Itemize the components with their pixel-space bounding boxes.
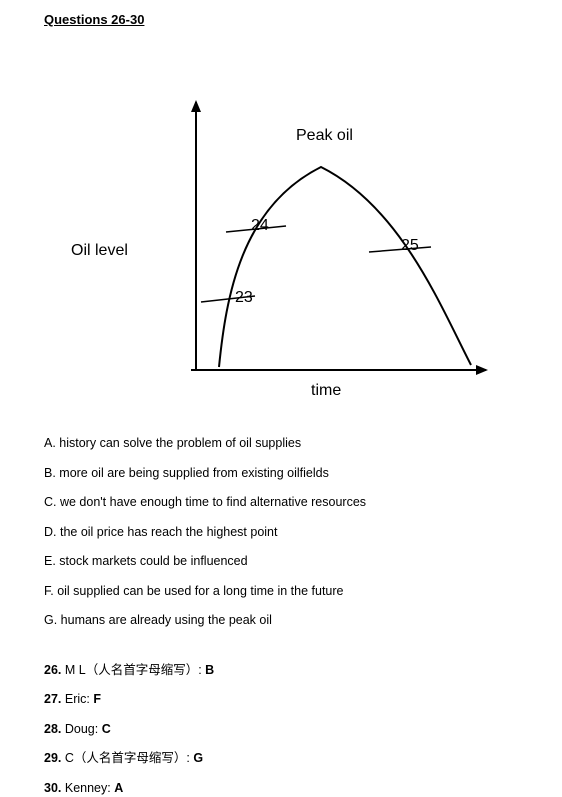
- option-c: C. we don't have enough time to find alt…: [44, 494, 518, 512]
- annotation-25: 25: [401, 237, 419, 255]
- answer-name: M L（人名首字母缩写）:: [61, 663, 205, 677]
- answer-26: 26. M L（人名首字母缩写）: B: [44, 662, 518, 680]
- chart-svg: [71, 87, 491, 407]
- answer-name: Doug:: [61, 722, 101, 736]
- answer-letter: A: [114, 781, 123, 795]
- answer-28: 28. Doug: C: [44, 721, 518, 739]
- option-g: G. humans are already using the peak oil: [44, 612, 518, 630]
- answer-num: 26.: [44, 663, 61, 677]
- answer-27: 27. Eric: F: [44, 691, 518, 709]
- answer-29: 29. C（人名首字母缩写）: G: [44, 750, 518, 768]
- answer-name: C（人名首字母缩写）:: [61, 751, 193, 765]
- answer-num: 30.: [44, 781, 61, 795]
- answer-letter: B: [205, 663, 214, 677]
- answer-letter: G: [193, 751, 203, 765]
- answer-num: 29.: [44, 751, 61, 765]
- y-axis-label: Oil level: [71, 242, 128, 260]
- answer-letter: C: [102, 722, 111, 736]
- option-b: B. more oil are being supplied from exis…: [44, 465, 518, 483]
- answer-name: Eric:: [61, 692, 93, 706]
- answer-letter: F: [93, 692, 101, 706]
- answer-num: 27.: [44, 692, 61, 706]
- annotation-24: 24: [251, 217, 269, 235]
- answer-30: 30. Kenney: A: [44, 780, 518, 797]
- answer-name: Kenney:: [61, 781, 114, 795]
- x-axis-label: time: [311, 382, 341, 400]
- chart-title: Peak oil: [296, 127, 353, 145]
- option-e: E. stock markets could be influenced: [44, 553, 518, 571]
- option-f: F. oil supplied can be used for a long t…: [44, 583, 518, 601]
- options-list: A. history can solve the problem of oil …: [44, 435, 518, 630]
- option-d: D. the oil price has reach the highest p…: [44, 524, 518, 542]
- peak-oil-chart: Oil level time Peak oil 23 24 25: [71, 87, 491, 407]
- answers-list: 26. M L（人名首字母缩写）: B 27. Eric: F 28. Doug…: [44, 662, 518, 797]
- answer-num: 28.: [44, 722, 61, 736]
- annotation-23: 23: [235, 289, 253, 307]
- option-a: A. history can solve the problem of oil …: [44, 435, 518, 453]
- chart-container: Oil level time Peak oil 23 24 25: [44, 87, 518, 407]
- section-heading: Questions 26-30: [44, 12, 518, 27]
